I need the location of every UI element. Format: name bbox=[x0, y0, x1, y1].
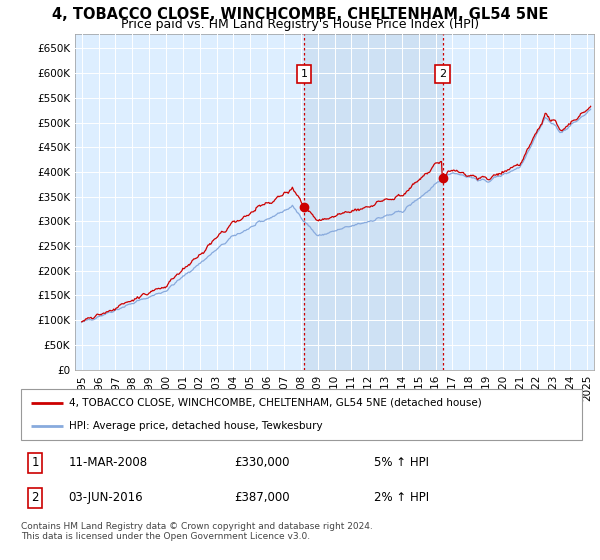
Text: Price paid vs. HM Land Registry's House Price Index (HPI): Price paid vs. HM Land Registry's House … bbox=[121, 18, 479, 31]
Text: 11-MAR-2008: 11-MAR-2008 bbox=[68, 456, 148, 469]
Text: HPI: Average price, detached house, Tewkesbury: HPI: Average price, detached house, Tewk… bbox=[68, 421, 322, 431]
Text: £387,000: £387,000 bbox=[234, 491, 290, 504]
FancyBboxPatch shape bbox=[21, 389, 582, 440]
Text: 4, TOBACCO CLOSE, WINCHCOMBE, CHELTENHAM, GL54 5NE: 4, TOBACCO CLOSE, WINCHCOMBE, CHELTENHAM… bbox=[52, 7, 548, 22]
Text: 5% ↑ HPI: 5% ↑ HPI bbox=[374, 456, 430, 469]
Bar bbox=[304, 34, 443, 370]
Text: 2: 2 bbox=[439, 69, 446, 79]
Text: 1: 1 bbox=[301, 69, 308, 79]
Text: Contains HM Land Registry data © Crown copyright and database right 2024.
This d: Contains HM Land Registry data © Crown c… bbox=[21, 522, 373, 542]
Text: 4, TOBACCO CLOSE, WINCHCOMBE, CHELTENHAM, GL54 5NE (detached house): 4, TOBACCO CLOSE, WINCHCOMBE, CHELTENHAM… bbox=[68, 398, 481, 408]
Text: 03-JUN-2016: 03-JUN-2016 bbox=[68, 491, 143, 504]
Text: £330,000: £330,000 bbox=[234, 456, 290, 469]
Text: 2% ↑ HPI: 2% ↑ HPI bbox=[374, 491, 430, 504]
Text: 2: 2 bbox=[31, 491, 39, 504]
Text: 1: 1 bbox=[31, 456, 39, 469]
